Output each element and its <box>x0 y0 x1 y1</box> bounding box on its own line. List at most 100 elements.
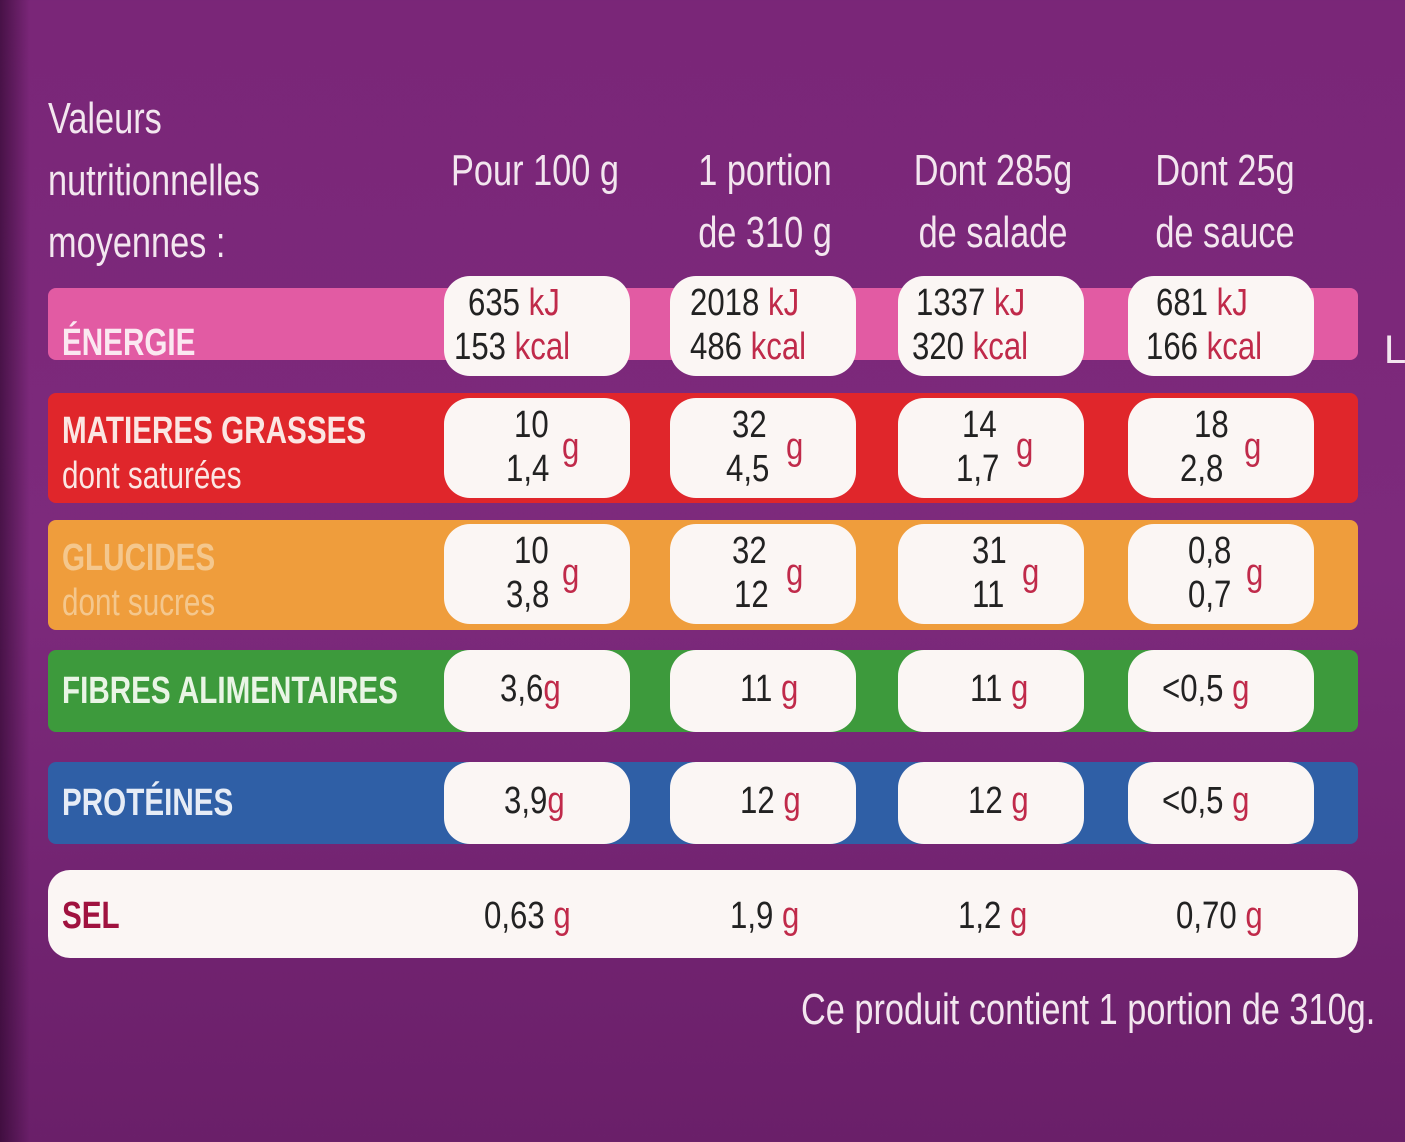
value-kcal: 153 <box>454 326 506 368</box>
unit-kcal: kcal <box>972 326 1029 368</box>
cell-glucides-100g: 10 3,8 g <box>444 524 630 624</box>
value-sel: 1,9 <box>730 895 774 937</box>
value-fibres: 3,6 <box>500 668 544 710</box>
value-total: 14 <box>962 404 997 446</box>
title-line: Valeurs <box>48 94 162 143</box>
value-sub: 1,4 <box>506 448 550 490</box>
cell-proteines-100g: 3,9g <box>444 762 630 844</box>
value-proteines: <0,5 <box>1162 780 1224 822</box>
column-header-salade: Dont 285g de salade <box>903 140 1082 264</box>
unit-kcal: kcal <box>750 326 807 368</box>
cell-glucides-salade: 31 11 g <box>898 524 1084 624</box>
column-header-line: de 310 g <box>698 208 832 257</box>
cell-fibres-100g: 3,6g <box>444 650 630 732</box>
footnote: Ce produit contient 1 portion de 310g. <box>800 985 1375 1034</box>
value-sel: 0,63 <box>484 895 545 937</box>
value-sel: 1,2 <box>958 895 1002 937</box>
cell-sel-portion: 1,9 g <box>730 895 799 938</box>
unit-g: g <box>1022 552 1040 594</box>
unit-g: g <box>1016 426 1034 468</box>
cell-fibres-sauce: <0,5 g <box>1128 650 1314 732</box>
cell-fibres-portion: 11 g <box>670 650 856 732</box>
column-header-line: de salade <box>918 208 1068 257</box>
unit-g: g <box>1244 426 1262 468</box>
value-total: 32 <box>732 530 767 572</box>
row-sublabel-saturees: dont saturées <box>62 455 242 497</box>
cell-proteines-salade: 12 g <box>898 762 1084 844</box>
value-proteines: 3,9 <box>504 780 548 822</box>
unit-g: g <box>781 895 800 937</box>
cell-matieres-portion: 32 4,5 g <box>670 398 856 498</box>
value-total: 10 <box>514 530 549 572</box>
unit-kj: kJ <box>528 282 560 324</box>
value-sub: 3,8 <box>506 574 550 616</box>
row-label-energie: ÉNERGIE <box>62 322 196 364</box>
row-label-proteines: PROTÉINES <box>62 782 234 824</box>
column-header-per-100g: Pour 100 g <box>445 140 624 202</box>
column-header-line: Dont 25g <box>1155 146 1295 195</box>
unit-kcal: kcal <box>1206 326 1263 368</box>
value-fibres: 11 <box>970 668 1003 710</box>
edge-shadow <box>0 0 30 1142</box>
cell-sel-100g: 0,63 g <box>484 895 571 938</box>
unit-g: g <box>781 668 799 710</box>
row-label-matieres: MATIERES GRASSES <box>62 410 367 452</box>
row-label-sel: SEL <box>62 895 120 937</box>
value-kcal: 486 <box>690 326 742 368</box>
cell-sel-salade: 1,2 g <box>958 895 1027 938</box>
value-sel: 0,70 <box>1176 895 1237 937</box>
unit-g: g <box>547 780 565 822</box>
column-header-sauce: Dont 25g de sauce <box>1135 140 1314 264</box>
cell-glucides-sauce: 0,8 0,7 g <box>1128 524 1314 624</box>
unit-g: g <box>562 426 580 468</box>
unit-g: g <box>553 895 571 937</box>
unit-g: g <box>1232 668 1250 710</box>
value-kj: 681 <box>1156 282 1208 324</box>
unit-g: g <box>1011 780 1029 822</box>
cell-glucides-portion: 32 12 g <box>670 524 856 624</box>
cell-sel-sauce: 0,70 g <box>1176 895 1263 938</box>
unit-g: g <box>562 552 580 594</box>
column-header-line: Dont 285g <box>913 146 1073 195</box>
unit-kj: kJ <box>1216 282 1248 324</box>
unit-kj: kJ <box>993 282 1026 324</box>
title-line: moyennes : <box>48 218 226 267</box>
value-sub: 0,7 <box>1188 574 1232 616</box>
cell-matieres-sauce: 18 2,8 g <box>1128 398 1314 498</box>
column-header-line: de sauce <box>1155 208 1295 257</box>
unit-g: g <box>786 426 804 468</box>
value-kj: 635 <box>468 282 520 324</box>
unit-g: g <box>783 780 801 822</box>
value-total: 0,8 <box>1188 530 1232 572</box>
value-sub: 11 <box>972 574 1005 616</box>
value-fibres: 11 <box>740 668 773 710</box>
unit-g: g <box>1246 552 1264 594</box>
row-sel <box>48 870 1358 958</box>
unit-g: g <box>543 668 561 710</box>
unit-g: g <box>1245 895 1263 937</box>
column-header-line: Pour 100 g <box>451 146 619 195</box>
unit-g: g <box>1232 780 1250 822</box>
unit-kcal: kcal <box>514 326 571 368</box>
value-kj: 2018 <box>690 282 760 324</box>
column-header-portion: 1 portion de 310 g <box>675 140 854 264</box>
value-total: 32 <box>732 404 767 446</box>
row-label-glucides: GLUCIDES <box>62 537 216 579</box>
unit-g: g <box>1009 895 1028 937</box>
value-kj: 1337 <box>916 282 986 324</box>
value-sub: 4,5 <box>726 448 770 490</box>
cell-proteines-portion: 12 g <box>670 762 856 844</box>
cell-fibres-salade: 11 g <box>898 650 1084 732</box>
value-proteines: 12 <box>968 780 1003 822</box>
unit-g: g <box>786 552 804 594</box>
table-title: Valeurs nutritionnelles moyennes : <box>48 88 305 274</box>
title-line: nutritionnelles <box>48 156 260 205</box>
value-sub: 12 <box>734 574 769 616</box>
cell-matieres-100g: 10 1,4 g <box>444 398 630 498</box>
column-header-line: 1 portion <box>698 146 832 195</box>
row-sublabel-sucres: dont sucres <box>62 582 216 624</box>
value-total: 31 <box>972 530 1007 572</box>
unit-g: g <box>1011 668 1029 710</box>
cell-energie-portion: 2018 kJ 486 kcal <box>670 276 856 376</box>
